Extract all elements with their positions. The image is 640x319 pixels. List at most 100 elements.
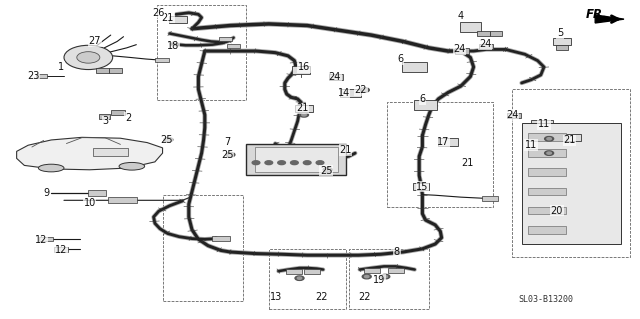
Bar [329, 74, 343, 80]
FancyBboxPatch shape [340, 89, 361, 97]
Text: 4: 4 [458, 11, 464, 21]
FancyBboxPatch shape [246, 144, 346, 175]
Text: 11: 11 [538, 119, 550, 130]
Text: 24: 24 [479, 39, 492, 49]
Bar [490, 31, 502, 36]
Circle shape [316, 161, 324, 165]
Text: 18: 18 [166, 41, 179, 51]
Bar [88, 190, 106, 196]
Text: 26: 26 [152, 8, 164, 18]
Text: 20: 20 [550, 205, 563, 216]
Circle shape [365, 275, 369, 278]
Circle shape [166, 138, 170, 141]
Circle shape [545, 137, 554, 141]
Text: 7: 7 [224, 137, 230, 147]
Text: 12: 12 [35, 235, 48, 245]
Text: 15: 15 [416, 182, 429, 192]
Text: 25: 25 [160, 135, 173, 145]
Text: 6: 6 [397, 54, 403, 64]
Circle shape [228, 154, 233, 156]
Text: 25: 25 [320, 166, 333, 176]
Text: 24: 24 [506, 110, 518, 120]
Bar [522, 123, 621, 244]
Bar [479, 44, 493, 49]
Bar [507, 113, 521, 118]
Bar [388, 268, 404, 273]
Text: 12: 12 [54, 245, 67, 256]
Circle shape [323, 167, 332, 172]
Text: 11: 11 [525, 140, 538, 150]
Bar [365, 268, 380, 273]
Circle shape [265, 161, 273, 165]
Bar [255, 147, 338, 172]
Text: FR.: FR. [586, 9, 608, 21]
Text: 27: 27 [88, 36, 101, 47]
Bar [528, 226, 566, 234]
Text: 24: 24 [328, 71, 341, 82]
FancyBboxPatch shape [564, 134, 581, 141]
Circle shape [383, 275, 388, 278]
Bar [305, 269, 321, 274]
Circle shape [164, 137, 173, 142]
Bar [528, 149, 566, 157]
Bar [287, 269, 302, 274]
Text: 23: 23 [27, 71, 40, 81]
Circle shape [64, 45, 113, 70]
Text: 6: 6 [419, 94, 426, 104]
FancyBboxPatch shape [531, 120, 553, 130]
FancyBboxPatch shape [292, 66, 310, 74]
Text: 2: 2 [125, 113, 131, 123]
Text: 19: 19 [373, 275, 386, 285]
Bar [39, 237, 53, 241]
Circle shape [547, 152, 552, 154]
Circle shape [545, 151, 554, 155]
Text: 17: 17 [437, 137, 450, 147]
Circle shape [300, 113, 308, 117]
Bar [528, 207, 566, 214]
Bar [528, 168, 566, 176]
Text: 21: 21 [461, 158, 474, 168]
FancyBboxPatch shape [294, 105, 314, 112]
Circle shape [297, 277, 302, 279]
Text: 14: 14 [337, 87, 350, 98]
Circle shape [291, 161, 298, 165]
FancyBboxPatch shape [403, 62, 428, 72]
Text: 22: 22 [316, 292, 328, 302]
Text: 21: 21 [339, 145, 352, 155]
Text: 25: 25 [221, 150, 234, 160]
Bar [99, 114, 110, 119]
FancyBboxPatch shape [460, 22, 481, 32]
Bar [556, 45, 568, 50]
Bar [155, 58, 169, 62]
Bar [482, 196, 498, 201]
FancyBboxPatch shape [414, 100, 437, 110]
FancyBboxPatch shape [553, 38, 572, 45]
Text: 16: 16 [298, 62, 310, 72]
Text: 8: 8 [394, 247, 400, 257]
Text: 24: 24 [453, 44, 466, 55]
FancyBboxPatch shape [169, 16, 188, 23]
Text: 1: 1 [58, 62, 64, 72]
Bar [36, 74, 47, 78]
Text: 10: 10 [83, 198, 96, 208]
Circle shape [547, 138, 552, 140]
Circle shape [381, 274, 390, 279]
Ellipse shape [38, 164, 64, 172]
Bar [528, 188, 566, 195]
FancyBboxPatch shape [438, 138, 458, 146]
Circle shape [77, 52, 100, 63]
Circle shape [360, 88, 369, 92]
Circle shape [303, 161, 311, 165]
Text: 22: 22 [355, 85, 367, 95]
Polygon shape [595, 15, 624, 23]
Bar [455, 48, 469, 54]
Text: 21: 21 [161, 12, 174, 23]
FancyBboxPatch shape [413, 183, 429, 190]
Circle shape [362, 274, 371, 279]
Text: 22: 22 [358, 292, 371, 302]
Bar [111, 110, 125, 115]
Text: 9: 9 [44, 188, 50, 198]
Text: 21: 21 [563, 135, 576, 145]
Circle shape [302, 114, 307, 116]
Text: 13: 13 [270, 292, 283, 302]
